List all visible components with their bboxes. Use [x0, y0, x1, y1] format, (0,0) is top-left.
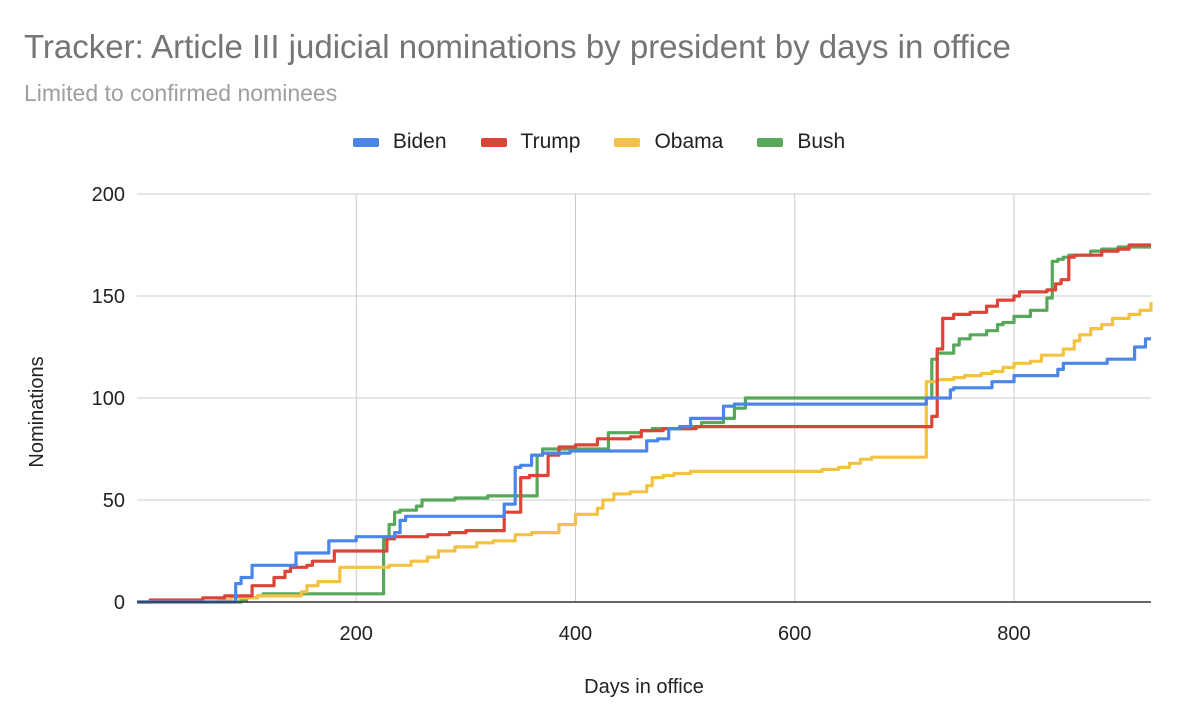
tick-labels: 0 50 100 150 200 200 400 600 800	[92, 184, 1031, 645]
series-lines	[137, 243, 1153, 604]
legend-swatch-trump	[480, 137, 507, 147]
legend-label-trump: Trump	[520, 130, 581, 153]
y-tick-label: 0	[114, 592, 125, 614]
series-line-bush	[137, 245, 1151, 604]
y-tick-label: 50	[103, 490, 125, 512]
legend-label-biden: Biden	[392, 130, 447, 153]
legend-swatch-obama	[614, 137, 641, 147]
x-tick-label: 800	[997, 623, 1030, 645]
chart-legend: Biden Trump Obama Bush	[8, 130, 1182, 154]
legend-swatch-biden	[352, 137, 379, 147]
legend-swatch-bush	[757, 137, 784, 147]
series-line-obama	[137, 302, 1153, 604]
legend-item-trump[interactable]: Trump	[480, 130, 581, 154]
y-tick-label: 100	[92, 388, 125, 410]
legend-label-bush: Bush	[797, 130, 846, 153]
x-tick-label: 400	[559, 623, 592, 645]
y-axis-label: Nominations	[26, 356, 48, 467]
y-tick-label: 200	[92, 184, 125, 206]
chart-subtitle: Limited to confirmed nominees	[24, 80, 338, 106]
series-line-trump	[137, 243, 1151, 604]
chart-title: Tracker: Article III judicial nomination…	[24, 28, 1011, 65]
legend-label-obama: Obama	[654, 130, 724, 153]
gridlines	[137, 193, 1151, 602]
legend-item-obama[interactable]: Obama	[614, 130, 723, 154]
x-tick-label: 200	[340, 623, 373, 645]
series-line-biden	[137, 337, 1151, 604]
legend-item-bush[interactable]: Bush	[757, 130, 845, 154]
x-tick-label: 600	[778, 623, 811, 645]
legend-item-biden[interactable]: Biden	[352, 130, 447, 154]
x-axis-label: Days in office	[584, 676, 704, 698]
y-tick-label: 150	[92, 286, 125, 308]
